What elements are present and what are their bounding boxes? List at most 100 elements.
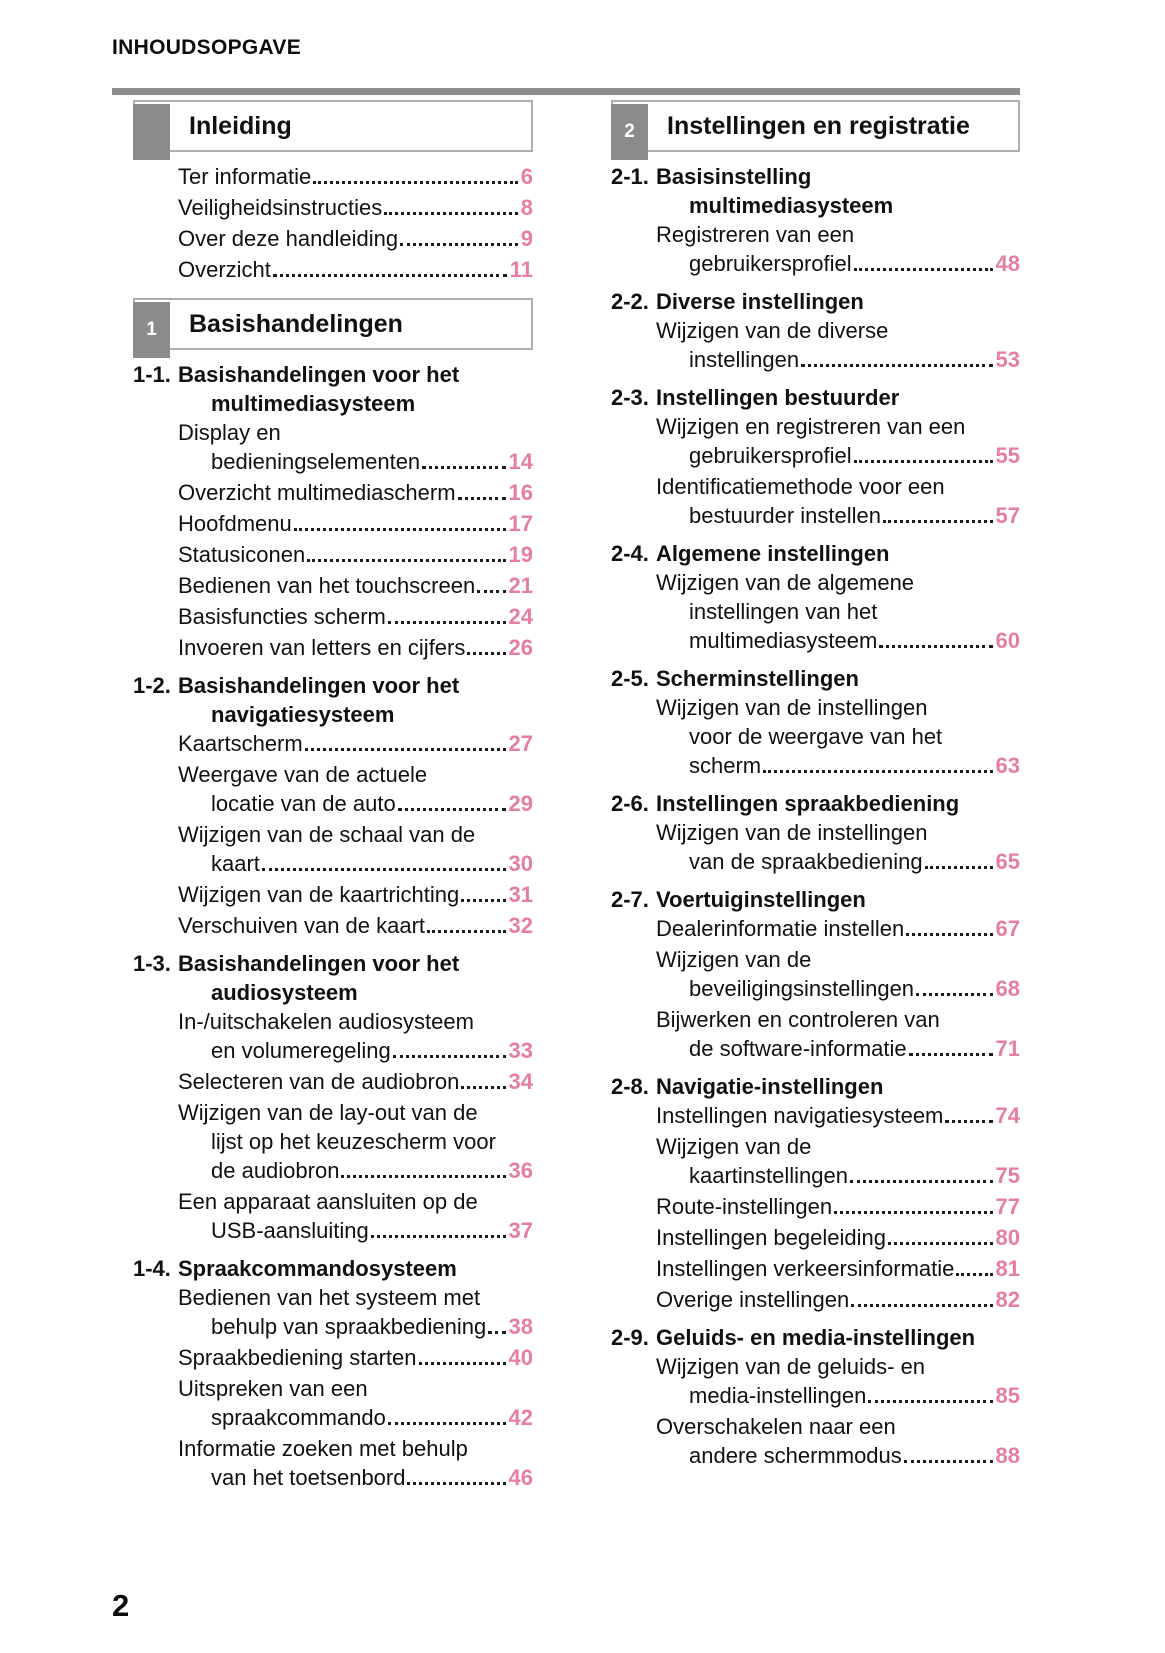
section-heading-line: 2-9. Geluids- en media-instellingen: [611, 1323, 1020, 1352]
entry-text: de software-informatie: [689, 1036, 907, 1061]
section-heading: 2-2. Diverse instellingen: [611, 287, 1020, 316]
entry-line: Een apparaat aansluiten op de: [178, 1189, 478, 1214]
toc-entry: Wijzigen van de lay-out van de lijst op h…: [133, 1098, 533, 1185]
section-title-text: Basisinstelling: [656, 164, 812, 189]
dot-leader: [457, 497, 506, 500]
entry-last-line: Hoofdmenu 17: [133, 509, 533, 538]
section-title-text: Geluids- en media-instellingen: [656, 1325, 976, 1350]
dot-leader: [916, 993, 993, 996]
chapter-box: 2 Instellingen en registratie: [611, 100, 1020, 160]
entry-text: spraakcommando: [211, 1405, 386, 1430]
entry-line: Wijzigen van de lay-out van de: [178, 1100, 478, 1125]
entry-line: Wijzigen van de: [656, 1134, 812, 1159]
entry-line: Wijzigen van de instellingen: [656, 695, 928, 720]
section-heading-line: 2-6. Instellingen spraakbediening: [611, 789, 1020, 818]
toc-entry: Over deze handleiding 9: [133, 224, 533, 253]
entry-last-line: Kaartscherm 27: [133, 729, 533, 758]
toc-entry: In-/uitschakelen audiosysteem en volumere…: [133, 1007, 533, 1065]
section-number: 1-4.: [133, 1256, 171, 1281]
entry-text: Selecteren van de audiobron: [178, 1069, 460, 1094]
dot-leader: [883, 520, 993, 523]
chapter-box: Inleiding: [133, 100, 533, 160]
entry-text: de audiobron: [211, 1158, 340, 1183]
dot-leader: [924, 866, 993, 869]
dot-leader: [945, 1120, 993, 1123]
page-ref: 60: [995, 628, 1020, 653]
entry-last-line: scherm 63: [611, 751, 1020, 780]
chapter-tab-number: [133, 104, 170, 160]
section-number: 2-1.: [611, 164, 649, 189]
dot-leader: [488, 1331, 506, 1334]
entry-text: Basisfuncties scherm: [178, 604, 386, 629]
entry-last-line: Statusiconen 19: [133, 540, 533, 569]
entry-last-line: locatie van de auto 29: [133, 789, 533, 818]
entry-line: Wijzigen van de algemene: [656, 570, 915, 595]
dot-leader: [400, 243, 518, 246]
chapter-title: Instellingen en registratie: [667, 111, 970, 140]
section-heading-line: 2-2. Diverse instellingen: [611, 287, 1020, 316]
section-heading: 2-5. Scherminstellingen: [611, 664, 1020, 693]
entry-text: Bedienen van het touchscreen: [178, 573, 476, 598]
page-ref: 65: [995, 849, 1020, 874]
entry-text: Route-instellingen: [656, 1194, 833, 1219]
entry-line: Bijwerken en controleren van: [656, 1007, 940, 1032]
entry-line: Display en: [178, 420, 281, 445]
section-heading-line: audiosysteem: [133, 978, 533, 1007]
entry-last-line: beveiligingsinstellingen 68: [611, 974, 1020, 1003]
page-ref: 30: [508, 851, 533, 876]
entry-text: Overzicht: [178, 257, 271, 282]
entry-last-line: Instellingen navigatiesysteem 74: [611, 1101, 1020, 1130]
entry-line: Wijzigen van de geluids- en: [656, 1354, 926, 1379]
page-ref: 40: [508, 1345, 533, 1370]
entry-last-line: de software-informatie 71: [611, 1034, 1020, 1063]
section-heading: 2-3. Instellingen bestuurder: [611, 383, 1020, 412]
toc-entry: Wijzigen van de kaartrichting 31: [133, 880, 533, 909]
section-heading-line: multimediasysteem: [133, 389, 533, 418]
entry-last-line: Route-instellingen 77: [611, 1192, 1020, 1221]
section-heading: 2-7. Voertuiginstellingen: [611, 885, 1020, 914]
toc-entry: Verschuiven van de kaart 32: [133, 911, 533, 940]
entry-text: gebruikersprofiel: [689, 443, 852, 468]
page-ref: 63: [995, 753, 1020, 778]
entry-text: locatie van de auto: [211, 791, 396, 816]
toc-entry: Selecteren van de audiobron 34: [133, 1067, 533, 1096]
page-ref: 57: [995, 503, 1020, 528]
toc-entry: Veiligheidsinstructies 8: [133, 193, 533, 222]
entry-text: Overige instellingen: [656, 1287, 850, 1312]
toc-entry: Wijzigen van de instellingen voor de weer…: [611, 693, 1020, 780]
entry-text: bestuurder instellen: [689, 503, 882, 528]
page-ref: 8: [520, 195, 533, 220]
page-ref: 34: [508, 1069, 533, 1094]
section-title-text: Spraakcommandosysteem: [178, 1256, 457, 1281]
chapter-title: Inleiding: [189, 111, 292, 140]
page-ref: 38: [508, 1314, 533, 1339]
entry-text: Invoeren van letters en cijfers: [178, 635, 466, 660]
section-title-text: audiosysteem: [211, 980, 358, 1005]
entry-text: Veiligheidsinstructies: [178, 195, 383, 220]
toc-entry: Spraakbediening starten 40: [133, 1343, 533, 1372]
entry-last-line: Verschuiven van de kaart 32: [133, 911, 533, 940]
dot-leader: [387, 1422, 506, 1425]
dot-leader: [407, 1482, 506, 1485]
section-title-text: multimediasysteem: [211, 391, 416, 416]
entry-line: Wijzigen van de: [656, 947, 812, 972]
page-ref: 48: [995, 251, 1020, 276]
page-ref: 17: [508, 511, 533, 536]
chapter-box: 1 Basishandelingen: [133, 298, 533, 358]
dot-leader: [397, 808, 506, 811]
dot-leader: [370, 1235, 506, 1238]
section-heading: 2-9. Geluids- en media-instellingen: [611, 1323, 1020, 1352]
toc-entry: Wijzigen van de geluids- en media-instell…: [611, 1352, 1020, 1410]
section-heading: 1-3. Basishandelingen voor het audiosystee…: [133, 949, 533, 1007]
entry-last-line: Overige instellingen 82: [611, 1285, 1020, 1314]
section-title-text: Algemene instellingen: [656, 541, 890, 566]
entry-text: Hoofdmenu: [178, 511, 292, 536]
dot-leader: [868, 1400, 993, 1403]
section-heading-line: navigatiesysteem: [133, 700, 533, 729]
entry-text: media-instellingen: [689, 1383, 867, 1408]
page-ref: 24: [508, 604, 533, 629]
toc-entry: Instellingen verkeersinformatie 81: [611, 1254, 1020, 1283]
entry-last-line: Ter informatie 6: [133, 162, 533, 191]
page-number: 2: [112, 1588, 130, 1623]
section-title-text: Instellingen bestuurder: [656, 385, 900, 410]
